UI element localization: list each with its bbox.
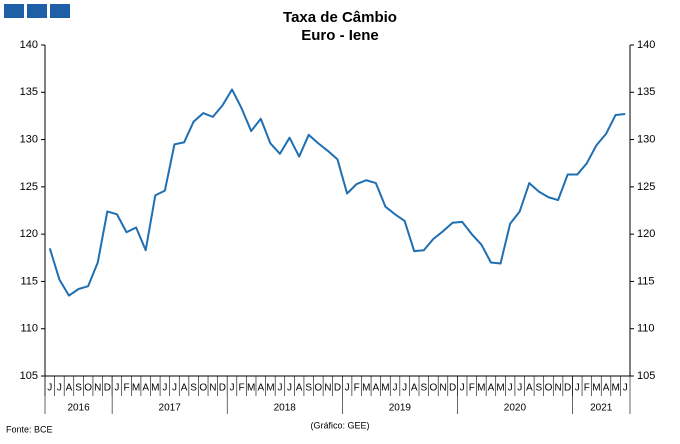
x-tick-label: J (172, 383, 177, 394)
x-tick-label: N (94, 383, 101, 394)
x-tick-label: D (104, 383, 111, 394)
x-tick-label: J (393, 383, 398, 394)
x-tick-label: A (603, 383, 610, 394)
y-tick-label: 105 (20, 370, 38, 382)
x-tick-label: O (84, 383, 92, 394)
x-tick-label: A (257, 383, 264, 394)
logo-block (27, 4, 47, 18)
y-tick-label: 120 (20, 228, 38, 240)
x-tick-label: A (296, 383, 303, 394)
x-tick-label: N (209, 383, 216, 394)
year-label: 2021 (590, 403, 613, 414)
x-tick-label: F (123, 383, 129, 394)
x-tick-label: D (334, 383, 341, 394)
x-tick-label: O (545, 383, 553, 394)
x-tick-label: N (324, 383, 331, 394)
y-tick-label: 125 (20, 181, 38, 193)
x-tick-label: J (517, 383, 522, 394)
y-tick-label: 135 (20, 86, 38, 98)
x-tick-label: A (526, 383, 533, 394)
y2-tick-label: 105 (637, 370, 655, 382)
x-tick-label: S (190, 383, 197, 394)
credit: (Gráfico: GEE) (310, 420, 369, 430)
y2-tick-label: 140 (637, 39, 655, 51)
x-tick-label: J (508, 383, 513, 394)
y2-tick-label: 130 (637, 133, 655, 145)
x-tick-label: S (536, 383, 543, 394)
y-tick-label: 110 (20, 323, 38, 335)
x-tick-label: J (114, 383, 119, 394)
year-label: 2020 (504, 403, 527, 414)
x-tick-label: M (477, 383, 485, 394)
x-tick-label: A (181, 383, 188, 394)
x-tick-label: O (430, 383, 438, 394)
x-tick-label: M (381, 383, 389, 394)
y2-tick-label: 120 (637, 228, 655, 240)
y-tick-label: 130 (20, 133, 38, 145)
x-tick-label: D (219, 383, 226, 394)
year-label: 2019 (389, 403, 412, 414)
y-tick-label: 115 (20, 275, 38, 287)
x-tick-label: A (373, 383, 380, 394)
x-tick-label: A (411, 383, 418, 394)
y-tick-label: 140 (20, 39, 38, 51)
y2-tick-label: 135 (637, 86, 655, 98)
y2-tick-label: 125 (637, 181, 655, 193)
x-tick-label: J (57, 383, 62, 394)
chart-title: Taxa de Câmbio (283, 9, 397, 26)
x-tick-label: J (345, 383, 350, 394)
x-tick-label: D (449, 383, 456, 394)
x-tick-label: S (75, 383, 82, 394)
x-tick-label: D (564, 383, 571, 394)
year-label: 2016 (67, 403, 90, 414)
x-tick-label: J (277, 383, 282, 394)
x-tick-label: A (488, 383, 495, 394)
year-label: 2018 (274, 403, 297, 414)
x-tick-label: M (266, 383, 274, 394)
x-tick-label: J (162, 383, 167, 394)
x-tick-label: N (439, 383, 446, 394)
x-tick-label: M (611, 383, 619, 394)
x-tick-label: M (362, 383, 370, 394)
x-tick-label: O (314, 383, 322, 394)
x-tick-label: S (420, 383, 427, 394)
x-tick-label: M (151, 383, 159, 394)
logo-block (4, 4, 24, 18)
x-tick-label: F (239, 383, 245, 394)
x-tick-label: S (305, 383, 312, 394)
x-tick-label: N (554, 383, 561, 394)
x-tick-label: M (496, 383, 504, 394)
x-tick-label: O (199, 383, 207, 394)
x-tick-label: A (142, 383, 149, 394)
x-tick-label: M (247, 383, 255, 394)
x-tick-label: M (132, 383, 140, 394)
logo-block (50, 4, 70, 18)
source: Fonte: BCE (6, 424, 53, 434)
x-tick-label: A (66, 383, 73, 394)
x-tick-label: J (402, 383, 407, 394)
x-tick-label: J (287, 383, 292, 394)
x-tick-label: J (460, 383, 465, 394)
x-tick-label: J (230, 383, 235, 394)
y2-tick-label: 110 (637, 323, 655, 335)
year-label: 2017 (159, 403, 182, 414)
x-tick-label: F (469, 383, 475, 394)
x-tick-label: J (623, 383, 628, 394)
x-tick-label: M (592, 383, 600, 394)
data-line (48, 88, 626, 297)
chart-subtitle: Euro - Iene (301, 27, 379, 44)
x-tick-label: F (354, 383, 360, 394)
x-tick-label: J (575, 383, 580, 394)
y2-tick-label: 115 (637, 275, 655, 287)
x-tick-label: J (47, 383, 52, 394)
x-tick-label: F (584, 383, 590, 394)
